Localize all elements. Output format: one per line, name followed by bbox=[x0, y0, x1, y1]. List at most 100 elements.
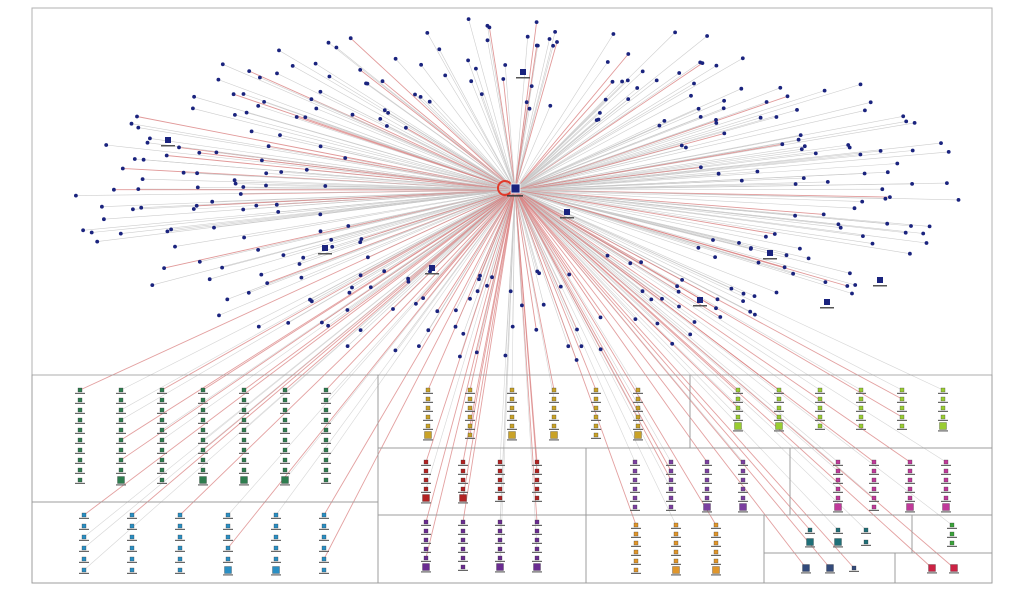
vertex bbox=[823, 280, 828, 284]
vertex-label-mark bbox=[702, 482, 712, 484]
group-1-vertex bbox=[159, 407, 165, 413]
group-8-vertex bbox=[460, 564, 466, 570]
vertex bbox=[232, 178, 237, 183]
edge bbox=[514, 189, 821, 409]
vertex bbox=[626, 52, 631, 56]
vertex-label-mark bbox=[239, 472, 249, 474]
group-9-vertex bbox=[672, 566, 680, 574]
group-1-vertex bbox=[323, 397, 329, 403]
vertex bbox=[304, 167, 309, 172]
group-8-vertex bbox=[497, 546, 503, 552]
edge bbox=[103, 189, 516, 220]
vertex bbox=[217, 313, 221, 318]
vertex bbox=[454, 308, 458, 313]
vertex-label-mark bbox=[223, 539, 233, 541]
edge bbox=[514, 105, 551, 191]
vertex-label-mark bbox=[79, 517, 89, 519]
group-4-vertex bbox=[177, 523, 183, 529]
group-3-vertex bbox=[817, 423, 823, 429]
vertex bbox=[104, 143, 109, 147]
group-9-vertex bbox=[633, 558, 639, 564]
vertex bbox=[714, 306, 718, 311]
vertex bbox=[603, 97, 608, 102]
vertex-label-mark bbox=[633, 401, 643, 403]
vertex-label-mark bbox=[175, 528, 185, 530]
edge bbox=[514, 189, 637, 526]
edge bbox=[299, 189, 516, 265]
edge bbox=[227, 189, 516, 549]
vertex bbox=[421, 296, 425, 300]
group-10-vertex bbox=[863, 527, 869, 533]
vertex bbox=[214, 150, 219, 155]
vertex-label-mark bbox=[938, 392, 948, 394]
group-4-vertex bbox=[321, 567, 327, 573]
edge bbox=[276, 73, 516, 191]
vertex bbox=[385, 124, 389, 128]
vertex-label-mark bbox=[733, 392, 743, 394]
group-1-vertex bbox=[118, 397, 124, 403]
group-6-vertex bbox=[704, 486, 710, 492]
edge bbox=[514, 188, 883, 191]
vertex bbox=[241, 92, 246, 96]
vertex bbox=[639, 260, 643, 265]
vertex bbox=[81, 228, 85, 233]
vertex bbox=[345, 344, 350, 348]
vertex bbox=[233, 181, 238, 186]
vertex bbox=[477, 277, 481, 282]
vertex-label-mark bbox=[738, 500, 748, 502]
vertex bbox=[139, 205, 144, 210]
group-7-vertex bbox=[835, 459, 841, 465]
vertex-label-mark bbox=[127, 572, 137, 574]
vertex bbox=[427, 99, 432, 104]
vertex bbox=[676, 289, 681, 294]
vertex-label-mark bbox=[702, 473, 712, 475]
vertex bbox=[140, 177, 145, 182]
group-5-vertex bbox=[423, 486, 429, 492]
vertex bbox=[705, 34, 709, 38]
vertex-label-mark bbox=[774, 419, 784, 421]
hub-layer bbox=[497, 180, 523, 197]
edge bbox=[209, 189, 516, 280]
vertex-label-mark bbox=[280, 452, 290, 454]
vertex bbox=[359, 237, 364, 241]
edge bbox=[174, 189, 516, 247]
vertex bbox=[364, 81, 368, 86]
vertex bbox=[772, 232, 777, 236]
vertex bbox=[885, 170, 890, 175]
vertex bbox=[368, 285, 373, 290]
vertex bbox=[258, 75, 262, 80]
vertex-label-mark bbox=[733, 401, 743, 403]
vertex bbox=[299, 275, 304, 280]
vertex-label-mark bbox=[711, 574, 721, 576]
vertex-label-mark bbox=[458, 473, 468, 475]
group-9-vertex bbox=[713, 549, 719, 555]
vertex bbox=[748, 309, 753, 314]
edge bbox=[120, 189, 516, 421]
vertex bbox=[242, 235, 247, 240]
group-5-vertex bbox=[497, 477, 503, 483]
group-1-vertex bbox=[282, 387, 288, 393]
group-2-vertex bbox=[593, 405, 599, 411]
edge bbox=[427, 32, 516, 191]
edge bbox=[514, 163, 898, 191]
vertex bbox=[418, 95, 423, 99]
vertex-label-mark bbox=[738, 473, 748, 475]
vertex bbox=[309, 97, 314, 102]
edge bbox=[514, 62, 703, 191]
vertex-label-mark bbox=[321, 432, 331, 434]
group-8-vertex bbox=[423, 546, 429, 552]
vertex bbox=[806, 256, 811, 261]
vertex bbox=[684, 145, 688, 150]
vertex-label-mark bbox=[280, 412, 290, 414]
group-5-vertex bbox=[534, 459, 540, 465]
vertex bbox=[366, 255, 370, 260]
vertex bbox=[716, 171, 721, 176]
vertex-label-mark bbox=[549, 428, 559, 430]
edge bbox=[243, 93, 516, 191]
vertex bbox=[256, 104, 261, 108]
group-9-vertex bbox=[713, 522, 719, 528]
vertex bbox=[579, 344, 584, 349]
group-2-vertex bbox=[425, 423, 431, 429]
edge bbox=[514, 189, 953, 526]
group-6-vertex bbox=[668, 486, 674, 492]
